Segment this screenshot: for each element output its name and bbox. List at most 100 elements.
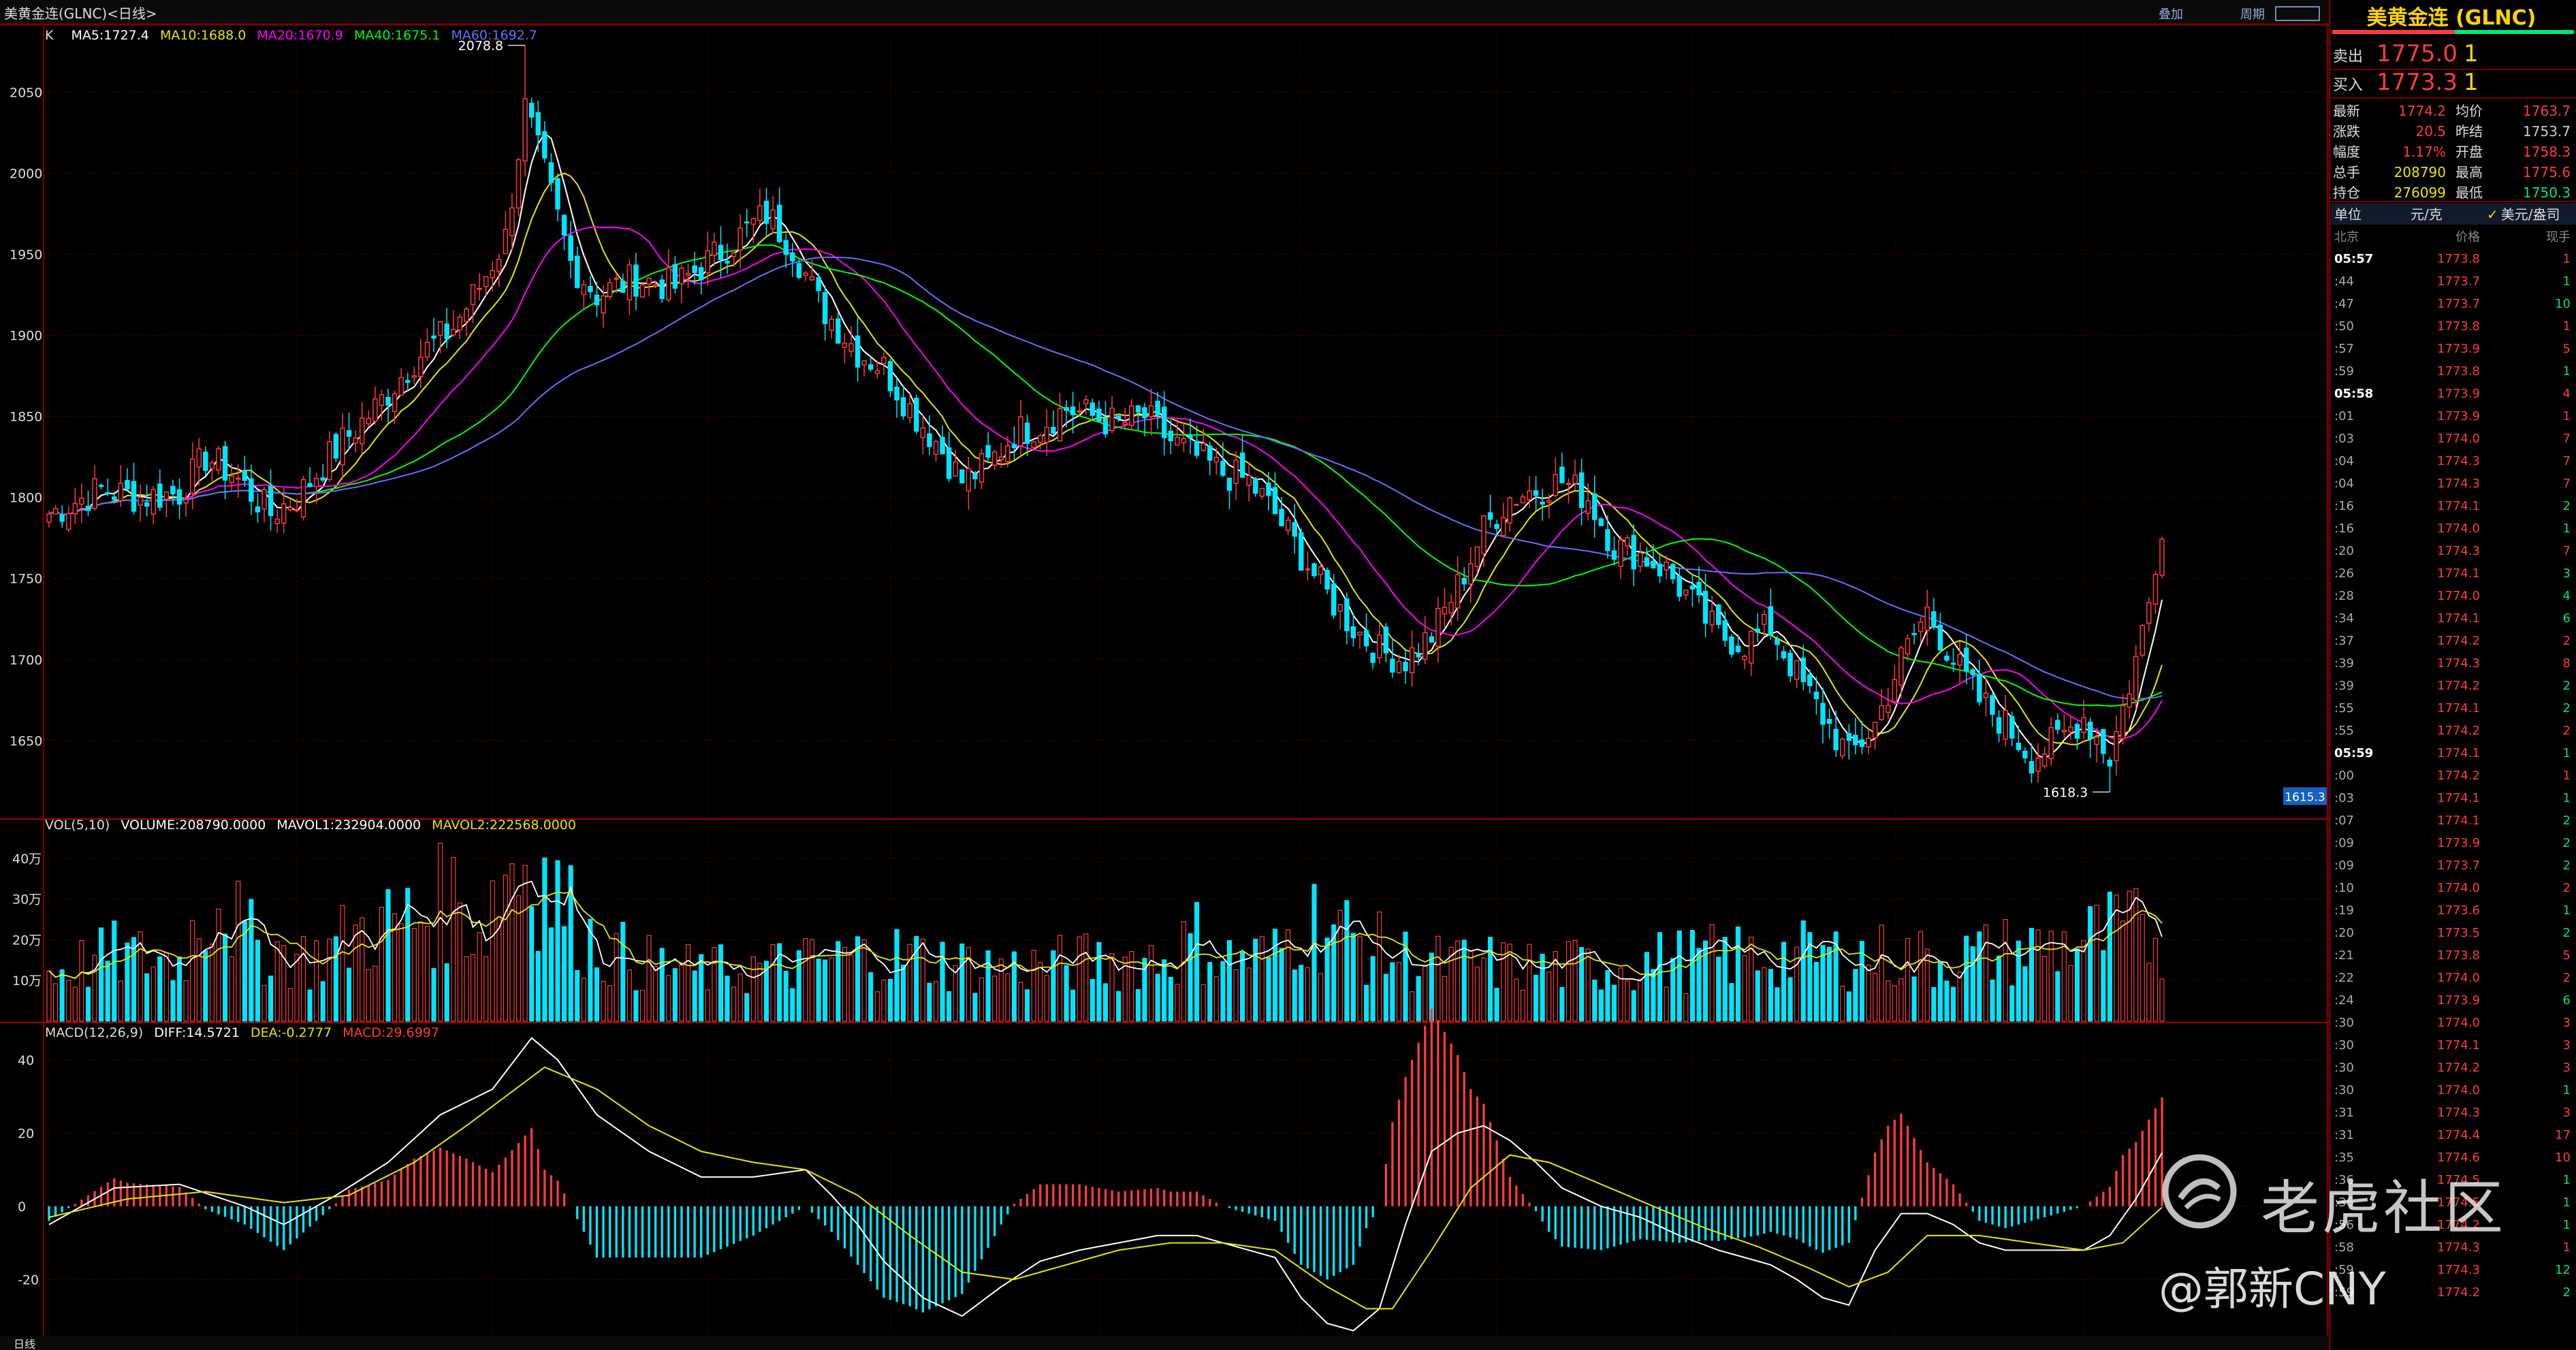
volume-bar — [392, 913, 398, 1022]
layout-button[interactable] — [2275, 6, 2320, 21]
volume-bar — [1410, 991, 1415, 1022]
candle-body — [281, 503, 287, 524]
candle-body — [2029, 760, 2035, 773]
candle-body — [1950, 662, 1956, 665]
sell-label: 卖出 — [2333, 48, 2363, 65]
overlay-button[interactable]: 叠加 — [2159, 7, 2183, 22]
tick-time: :26 — [2334, 566, 2354, 581]
candle-body — [927, 433, 932, 447]
volume-bar — [150, 966, 156, 1022]
candle-body — [2152, 573, 2159, 605]
candle-body — [1892, 679, 1898, 703]
tick-time: :35 — [2334, 1151, 2354, 1165]
volume-bar — [105, 961, 110, 1022]
tick-qty: 1 — [2563, 769, 2571, 783]
buy-qty: 1 — [2464, 69, 2479, 96]
tick-qty: 1 — [2563, 521, 2571, 536]
volume-bar — [1188, 933, 1193, 1022]
volume-bar — [933, 980, 939, 1022]
volume-bar — [1918, 931, 1924, 1022]
volume-bar — [679, 964, 684, 1022]
tick-qty: 2 — [2563, 858, 2571, 873]
tick-time: :30 — [2334, 1083, 2354, 1097]
tick-qty: 2 — [2563, 634, 2571, 648]
tick-time: :31 — [2334, 1106, 2354, 1120]
volume-bar — [287, 988, 293, 1022]
candle-body — [1605, 529, 1610, 551]
volume-bar — [1226, 940, 1233, 1022]
candle-body — [1781, 651, 1787, 658]
volume-bar — [294, 954, 300, 1022]
candle-body — [1644, 557, 1650, 567]
volume-bar — [176, 956, 182, 1022]
tick-qty: 1 — [2563, 1218, 2571, 1232]
candle-body — [1970, 669, 1975, 675]
tick-price: 1774.3 — [2437, 656, 2480, 671]
tick-qty: 6 — [2563, 611, 2571, 626]
bottom-period-tab[interactable]: 日线 — [14, 1338, 35, 1350]
volume-bar — [1559, 986, 1565, 1022]
volume-bar — [1527, 944, 1532, 1022]
currency-toggle[interactable]: ✓ 美元/盎司 — [2487, 206, 2560, 223]
volume-bar — [1077, 936, 1082, 1022]
candle-body — [203, 451, 208, 471]
candle-body — [2035, 757, 2041, 772]
volume-bar — [1540, 954, 1545, 1022]
period-button[interactable]: 周期 — [2240, 7, 2265, 22]
candle-body — [85, 505, 91, 511]
volume-bar — [1487, 937, 1493, 1022]
tick-time: :39 — [2334, 679, 2354, 693]
mavol2-line — [48, 891, 2163, 980]
tick-time: :16 — [2334, 521, 2354, 536]
candlestick-chart[interactable]: 1650 1700 1750 1800 1850 1900 1950 2000 2050 10万 2… — [0, 0, 2329, 1350]
candle-body — [620, 280, 626, 293]
candle-body — [1148, 405, 1154, 417]
candle-body — [1762, 613, 1767, 625]
candle-body — [750, 218, 757, 225]
candle-body — [138, 496, 143, 506]
candle-body — [1005, 445, 1011, 462]
volume-bar — [1299, 965, 1304, 1022]
candle-body — [920, 427, 926, 438]
candle-body — [189, 458, 195, 494]
volume-tick-label: 20万 — [12, 933, 42, 948]
candle-body — [340, 428, 345, 466]
volume-bar — [496, 916, 502, 1022]
volume-bar — [1931, 986, 1937, 1022]
volume-bar — [1461, 939, 1467, 1022]
ma20-line — [48, 226, 2163, 740]
candle-body — [685, 272, 691, 276]
candle-body — [1664, 561, 1669, 570]
tick-price: 1773.7 — [2437, 274, 2480, 289]
macd-histogram — [48, 1008, 2163, 1313]
candle-body — [744, 221, 750, 224]
volume-bar — [1501, 942, 1506, 1022]
candle-body — [972, 473, 978, 480]
volume-bar — [575, 969, 580, 1022]
candle-body — [705, 250, 711, 274]
candle-body — [1944, 655, 1950, 661]
volume-bar — [1768, 969, 1773, 1022]
tick-price: 1774.5 — [2437, 1173, 2480, 1187]
candle-body — [1872, 722, 1878, 739]
volume-bar — [431, 967, 436, 1022]
tick-time: :47 — [2334, 297, 2354, 311]
volume-bar — [405, 888, 411, 1022]
volume-bar — [985, 950, 991, 1022]
volume-bar — [2088, 906, 2093, 1022]
candle-body — [790, 252, 795, 262]
volume-bar — [692, 970, 697, 1022]
volume-bar — [1468, 950, 1474, 1022]
candle-body — [601, 295, 606, 314]
ma60-line — [48, 256, 2163, 700]
candle-body — [163, 491, 170, 500]
tick-qty: 8 — [2563, 656, 2571, 671]
tick-time: :04 — [2334, 454, 2354, 468]
tick-qty: 7 — [2563, 544, 2571, 558]
volume-bar — [1305, 967, 1310, 1022]
candle-body — [52, 508, 59, 515]
tick-price: 1773.7 — [2437, 858, 2480, 873]
candle-body — [1226, 477, 1233, 491]
tick-qty: 1 — [2563, 274, 2571, 289]
tick-time: :09 — [2334, 836, 2354, 850]
